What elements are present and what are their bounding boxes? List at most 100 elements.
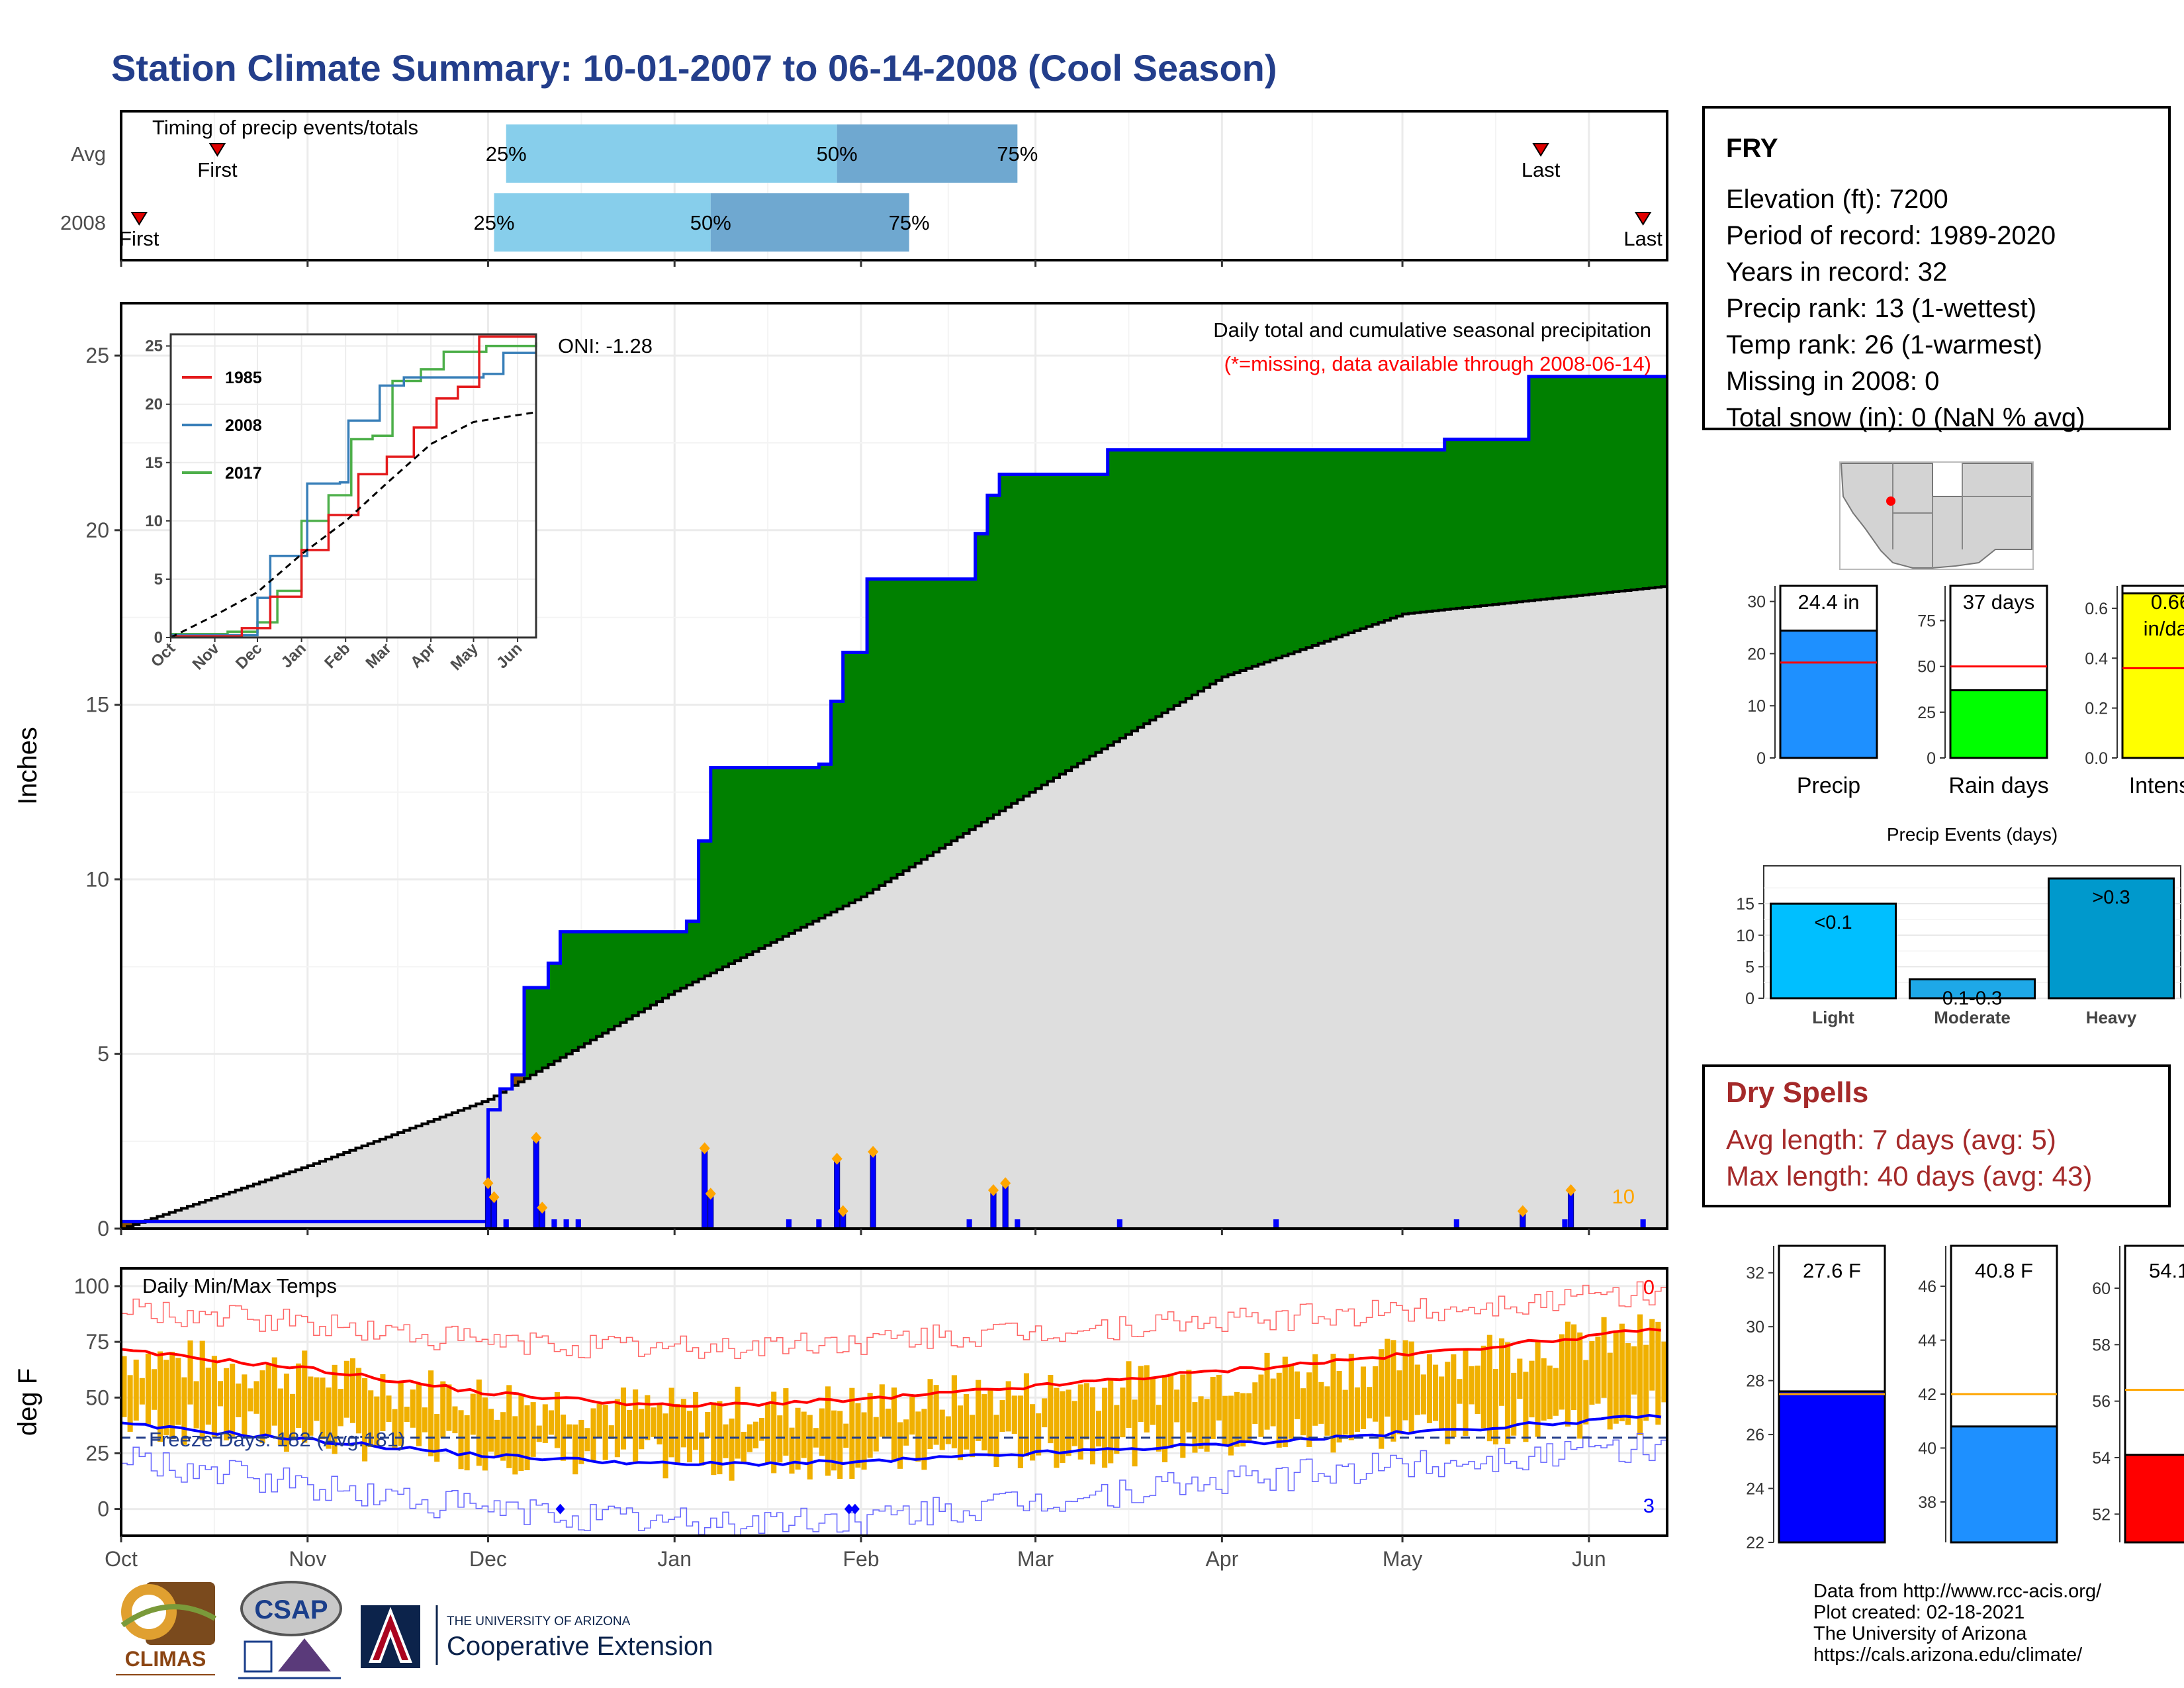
temp-day-bar	[422, 1407, 428, 1432]
temp-day-bar	[831, 1410, 837, 1471]
temp-day-bar	[1637, 1314, 1643, 1436]
temp-day-bar	[1126, 1361, 1132, 1428]
temp-day-bar	[1625, 1343, 1631, 1425]
dry-spells-box: Dry Spells Avg length: 7 days (avg: 5) M…	[1702, 1064, 2171, 1207]
temp-day-bar	[951, 1375, 957, 1448]
timing-last-label: Last	[1623, 227, 1662, 250]
temp-day-bar	[368, 1390, 374, 1447]
temp-day-bar	[1565, 1321, 1571, 1427]
temp-day-bar	[482, 1397, 488, 1471]
csap-logo: CSAP	[232, 1579, 344, 1685]
temp-day-bar	[578, 1419, 584, 1464]
mini-bar-label: Precip	[1797, 773, 1860, 798]
events-bar-label: Light	[1812, 1008, 1854, 1027]
temp-day-bar	[248, 1388, 253, 1412]
temp-day-bar	[771, 1391, 777, 1474]
timing-first-marker	[130, 212, 148, 226]
inset-line-2008	[171, 352, 536, 637]
mini-bar-value-unit: in/day	[2144, 617, 2184, 640]
events-ytick-label: 10	[1736, 927, 1754, 945]
temp-day-bar	[253, 1381, 259, 1414]
daily-precip-bar-small	[503, 1219, 509, 1229]
station-period: Period of record: 1989-2020	[1726, 221, 2056, 250]
locator-map	[1839, 461, 2034, 570]
temp-day-bar	[548, 1410, 554, 1435]
temp-day-bar	[1469, 1366, 1475, 1405]
temp-day-bar	[452, 1406, 458, 1434]
temp-day-bar	[1414, 1364, 1420, 1415]
credit-plot-created: Plot created: 02-18-2021	[1813, 1602, 2025, 1623]
temp-day-bar	[1643, 1344, 1649, 1421]
mini-bar-ytick-label: 50	[1917, 658, 1936, 677]
temp-day-bar	[512, 1416, 518, 1475]
daily-precip-bar-small	[1273, 1219, 1279, 1229]
temp-day-bar	[175, 1358, 181, 1425]
temp-ytick-label: 75	[85, 1330, 109, 1354]
station-years: Years in record: 32	[1726, 258, 1948, 287]
mini-bar-value: 0.66	[2151, 590, 2184, 614]
temp-day-bar	[236, 1383, 242, 1418]
map-borders	[1892, 463, 2032, 568]
temp-day-bar	[1354, 1387, 1360, 1432]
temp-daily-bars	[121, 1314, 1667, 1481]
temp-day-bar	[518, 1394, 524, 1472]
temp-day-bar	[277, 1388, 283, 1446]
inset-border	[169, 333, 537, 639]
temp-day-bar	[1480, 1345, 1486, 1429]
temp-day-bar	[1589, 1340, 1595, 1405]
temp-ytick-label: 100	[74, 1274, 109, 1298]
temp-day-bar	[1511, 1372, 1517, 1436]
temp-bar-ytick-label: 52	[2092, 1505, 2111, 1524]
temp-bar-ytick-label: 40	[1918, 1439, 1936, 1458]
timing-bars: 25% 50% 75% First Last 25% 50% 75% First Last	[119, 124, 1662, 252]
map-states	[1840, 463, 2032, 569]
temp-day-bar	[1174, 1389, 1180, 1423]
temp-day-bar	[349, 1358, 355, 1423]
timing-row-avg-label: Avg	[71, 142, 106, 165]
daily-precip-bar-small	[563, 1219, 569, 1229]
inset-legend-label: 2017	[225, 464, 262, 483]
temp-day-bar	[1607, 1352, 1613, 1430]
precip-ytick-label: 15	[85, 693, 109, 717]
temp-day-bar	[1336, 1370, 1342, 1443]
temp-day-bar	[458, 1410, 464, 1470]
temp-day-bar	[1577, 1332, 1583, 1439]
daily-precip-bar	[1002, 1182, 1009, 1229]
temp-day-bar	[633, 1389, 639, 1462]
temp-day-bar	[1385, 1338, 1390, 1417]
temp-day-bar	[807, 1415, 813, 1479]
mini-bar-ytick-label: 0	[1756, 749, 1766, 768]
temp-ytick-label: 50	[85, 1385, 109, 1409]
temp-day-bar	[296, 1363, 302, 1429]
temp-day-bar	[193, 1381, 199, 1429]
temp-day-bar	[1054, 1387, 1060, 1468]
timing-first-label: First	[197, 158, 238, 181]
temp-day-bar	[362, 1378, 368, 1462]
month-tick-label: Oct	[105, 1547, 138, 1571]
station-elevation: Elevation (ft): 7200	[1726, 185, 1948, 214]
temp-day-bar	[789, 1427, 795, 1474]
temp-day-bar	[680, 1399, 686, 1448]
timing-p25-label: 25%	[474, 211, 515, 234]
daily-precip-marker	[1517, 1205, 1528, 1217]
temp-day-bar	[584, 1428, 590, 1452]
temp-day-bar	[380, 1374, 386, 1431]
timing-last-label: Last	[1522, 158, 1561, 181]
precip-panel: 0 5 10 15 20 25 Inches Daily total and cumula…	[13, 302, 1668, 1241]
daily-precip-bar-small	[551, 1219, 557, 1229]
precip-caption: Daily total and cumulative seasonal prec…	[1213, 318, 1651, 342]
temp-day-bar	[1114, 1405, 1120, 1454]
temp-day-bar	[1583, 1360, 1589, 1425]
temp-day-bar	[404, 1407, 410, 1423]
daily-precip-marker	[537, 1201, 548, 1214]
daily-precip-bar-small	[1015, 1219, 1021, 1229]
mini-bar-ytick-label: 0	[1927, 749, 1936, 768]
temp-day-bar	[1379, 1349, 1385, 1449]
temp-day-bar	[1258, 1374, 1264, 1437]
station-details: Elevation (ft): 7200 Period of record: 1…	[1726, 181, 2085, 436]
temp-day-bar	[554, 1392, 561, 1448]
temp-day-bar	[837, 1411, 843, 1479]
temp-day-bar	[1005, 1381, 1011, 1432]
temp-day-bar	[1619, 1323, 1625, 1422]
